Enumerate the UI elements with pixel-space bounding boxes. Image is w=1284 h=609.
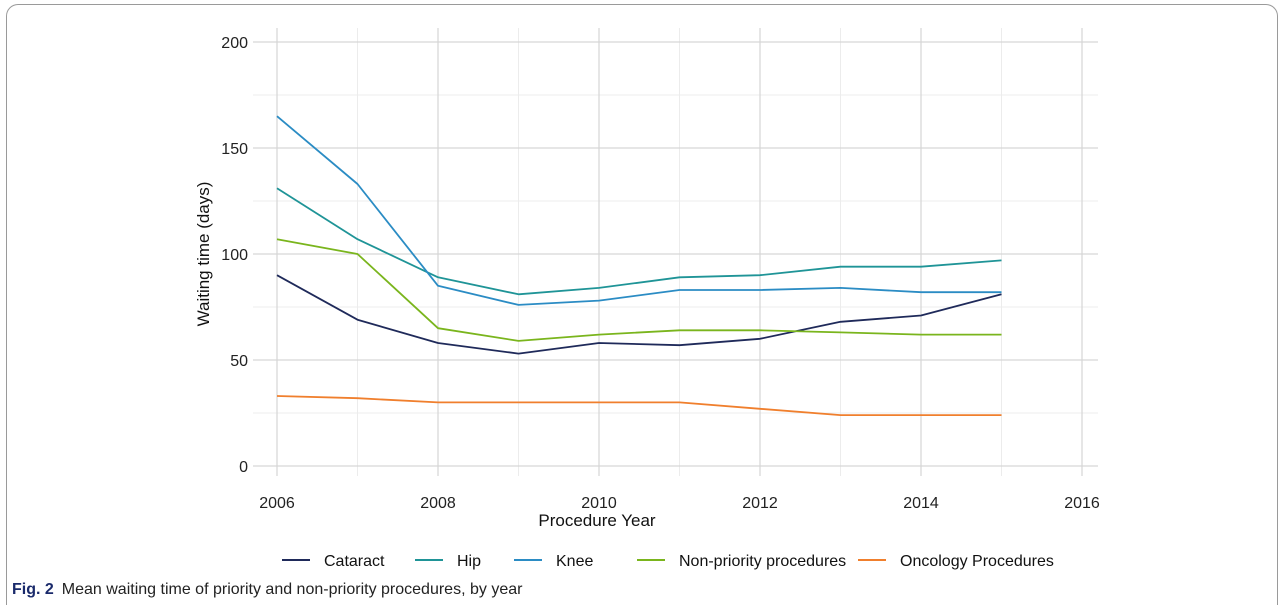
- legend: Cataract Hip Knee Non-priority procedures On…: [282, 553, 1054, 570]
- y-tick-labels: 0 50 100 150 200: [221, 35, 248, 476]
- caption-text: Mean waiting time of priority and non-pr…: [61, 581, 523, 598]
- x-tick-label: 2006: [259, 495, 295, 512]
- y-tick-label: 50: [230, 353, 248, 370]
- y-axis-title: Waiting time (days): [194, 182, 213, 327]
- series-line-cataract: [276, 274, 1002, 355]
- x-tick-label: 2014: [903, 495, 939, 512]
- y-tick-label: 200: [221, 35, 248, 52]
- x-axis-title: Procedure Year: [538, 511, 656, 530]
- series-line-non-priority-procedures: [276, 238, 1002, 342]
- y-tick-label: 150: [221, 141, 248, 158]
- figure-frame: [6, 4, 1278, 605]
- series-line-oncology-procedures: [276, 395, 1002, 417]
- legend-label: Knee: [556, 553, 593, 570]
- x-tick-label: 2010: [581, 495, 617, 512]
- x-tick-label: 2012: [742, 495, 778, 512]
- x-tick-labels: 2006 2008 2010 2012 2014 2016: [259, 495, 1100, 512]
- series-line-knee: [276, 115, 1002, 306]
- series-lines: [276, 115, 1002, 417]
- figure-label: Fig. 2: [12, 581, 54, 598]
- x-tick-label: 2016: [1064, 495, 1100, 512]
- y-tick-label: 0: [239, 459, 248, 476]
- series-line-hip: [276, 187, 1002, 296]
- legend-label: Hip: [457, 553, 481, 570]
- figure-caption: Fig. 2 Mean waiting time of priority and …: [12, 581, 522, 599]
- x-tick-label: 2008: [420, 495, 456, 512]
- grid-lines: [253, 28, 1098, 476]
- legend-label: Cataract: [324, 553, 385, 570]
- legend-label: Non-priority procedures: [679, 553, 846, 570]
- legend-label: Oncology Procedures: [900, 553, 1054, 570]
- y-tick-label: 100: [221, 247, 248, 264]
